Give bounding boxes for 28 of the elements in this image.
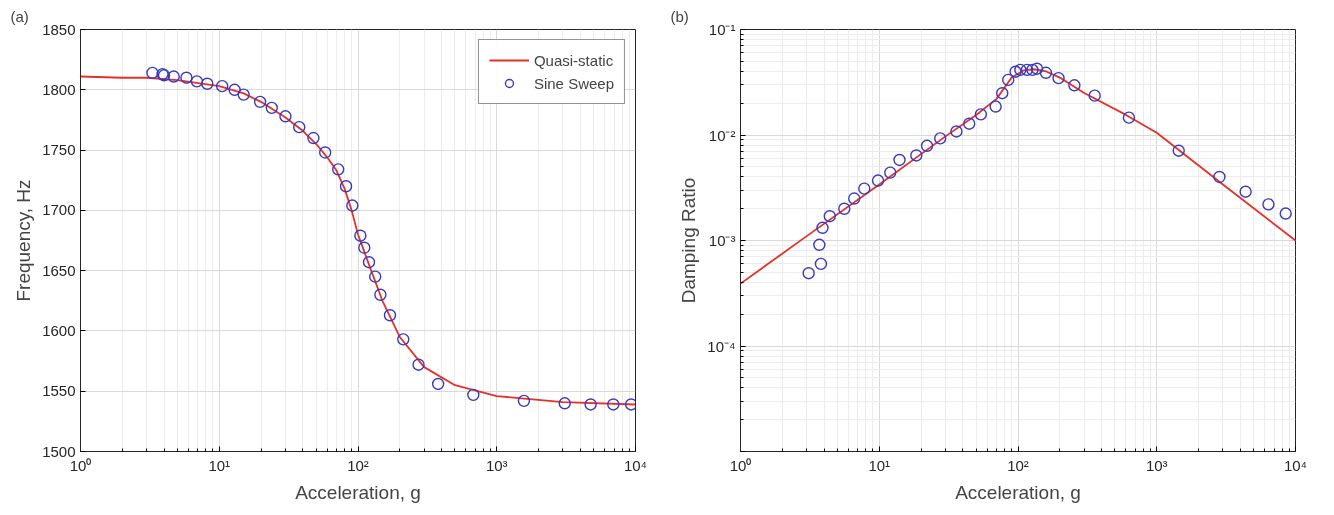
y-tick-label: 1700 [42,201,76,219]
x-tick-label: 10¹ [868,456,891,474]
x-tick-label: 10² [1007,456,1029,474]
x-tick-label: 10⁴ [1283,456,1308,474]
y-tick-label: 10⁻³ [708,232,736,249]
y-tick-label: 1800 [42,80,76,98]
text: (b) [670,7,689,25]
y-tick-label: 10⁻¹ [708,21,736,38]
y-tick-label: 1850 [42,20,76,38]
x-tick-label: 10⁰ [729,456,752,474]
x-axis-title: Acceleration, g [955,481,1081,503]
x-tick-label: 10¹ [208,456,231,474]
legend-label: Sine Sweep [533,74,614,92]
x-tick-label: 10³ [1145,456,1168,474]
legend-label: Quasi-static [533,51,614,69]
y-tick-label: 1550 [42,382,76,400]
x-axis-title: Acceleration, g [295,481,421,503]
y-tick-label: 1650 [42,261,76,279]
x-tick-label: 10³ [485,456,508,474]
x-tick-label: 10⁴ [623,456,648,474]
y-axis-title: Damping Ratio [678,177,700,304]
y-tick-label: 10⁻² [708,126,736,144]
text: (a) [10,7,29,25]
y-tick-label: 10⁻⁴ [707,337,736,355]
y-axis-title: Frequency, Hz [13,179,35,302]
x-tick-label: 10² [347,456,369,474]
y-tick-label: 1600 [42,321,76,339]
y-tick-label: 1750 [42,141,76,159]
